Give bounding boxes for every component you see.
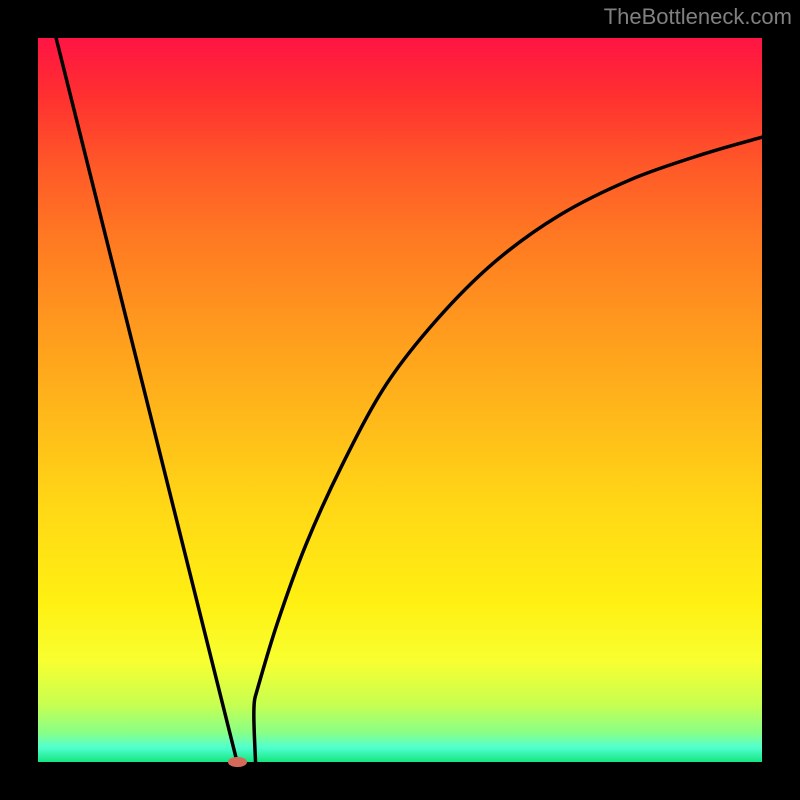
watermark-text: TheBottleneck.com — [604, 4, 792, 30]
chart-frame: TheBottleneck.com — [0, 0, 800, 800]
bottleneck-curve — [38, 38, 762, 762]
plot-area — [38, 38, 762, 762]
minimum-marker — [228, 757, 247, 768]
curve-path — [56, 38, 762, 762]
